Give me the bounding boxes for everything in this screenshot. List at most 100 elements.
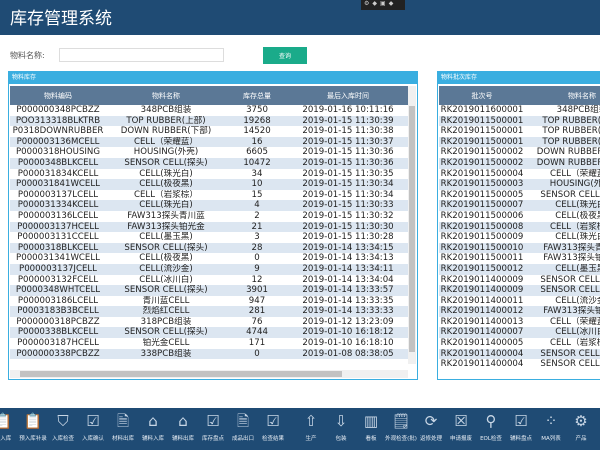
toolbar-button[interactable]: 🗎 材料出库	[108, 408, 138, 450]
toolbar-button[interactable]: ▥ 看板	[356, 408, 386, 450]
horizontal-scrollbar[interactable]	[10, 370, 408, 378]
table-row[interactable]: P000003136MCELL CELL（荣耀蓝） 16 2019-01-15 11:…	[10, 136, 408, 148]
table-row[interactable]: P0000318BLKCELL SENSOR CELL(探头) 28 2019-01-…	[10, 242, 408, 254]
table-row[interactable]: P000003137HCELL FAW313探头铂光金 21 2019-01-15 1…	[10, 221, 408, 233]
toolbar-button[interactable]: ☑ 入库确认	[78, 408, 108, 450]
table-row[interactable]: P000003136LCELL FAW313探头青川蓝 2 2019-01-15 11…	[10, 211, 408, 222]
table-row[interactable]: RK2019011500006 CELL(极夜黑)	[439, 211, 600, 222]
toolbar-button[interactable]: ⇧ 生产	[296, 408, 326, 450]
toolbar-label: 返修处理	[419, 436, 442, 442]
table-row[interactable]: P0000348BLKCELL SENSOR CELL(探头) 10472 2019-…	[10, 157, 408, 169]
table-row[interactable]: RK2019011500009 CELL(珠光白)	[439, 232, 600, 243]
toolbar-button[interactable]: 🗎 成品出口	[228, 408, 258, 450]
table-row[interactable]: RK2019011400013 CELL（荣耀蓝）	[439, 317, 600, 328]
table-row[interactable]: P000003137JCELL CELL(流沙金) 9 2019-01-14 13:3…	[10, 263, 408, 275]
table-row[interactable]: RK2019011500010FAW313探头青川蓝	[439, 242, 600, 254]
screen-icon[interactable]: ▣	[380, 0, 386, 7]
toolbar-button[interactable]: ⁘ MA列表	[536, 408, 566, 450]
toolbar-button[interactable]: ⇩ 包装	[326, 408, 356, 450]
table-cell: 2019-01-10 16:18:10	[302, 338, 394, 349]
table-cell: 2019-01-15 11:30:34	[302, 189, 394, 200]
table-row[interactable]: RK2019011400012FAW313探头铂光金	[439, 306, 600, 317]
toolbar-button[interactable]: 🗒 外观检查(批)	[385, 408, 417, 450]
table-cell: 9	[226, 263, 288, 275]
table-row[interactable]: RK2019011600001 348PCB组装	[439, 105, 600, 116]
table-cell: 281	[226, 306, 288, 317]
toolbar-button[interactable]: ⚲ EOL检查	[476, 408, 506, 450]
column-header[interactable]: 批次号	[439, 86, 525, 105]
column-header[interactable]: 最后入库时间	[288, 86, 408, 105]
toolbar-button[interactable]: ⌂ 辅料入库	[138, 408, 168, 450]
toolbar-button[interactable]: ⛉ 入库检查	[48, 408, 78, 450]
table-row[interactable]: P000000348PCBZZ 348PCB组装 3750 2019-01-16 10…	[10, 105, 408, 116]
table-row[interactable]: P000003186LCELL 青川蓝CELL 947 2019-01-14 13:3…	[10, 296, 408, 307]
table-cell: 0	[226, 348, 288, 360]
table-cell: RK2019011400007	[439, 327, 525, 339]
scroll-thumb[interactable]	[409, 106, 415, 352]
column-header[interactable]: 库存总量	[226, 86, 288, 105]
column-header[interactable]: 物料名称	[106, 86, 226, 105]
table-row[interactable]: RK2019011400005 CELL（岩浆棕）	[439, 338, 600, 349]
column-header[interactable]: 物料编码	[10, 86, 106, 105]
table-row[interactable]: P0000348WHTCELL SENSOR CELL(探头) 3901 2019-0…	[10, 285, 408, 296]
table-row[interactable]: POO313318BLKTRB TOP RUBBER(上部) 19268 2019-0…	[10, 115, 408, 127]
settings-icon[interactable]: ⚙	[364, 0, 370, 7]
pin-icon[interactable]: ◆	[388, 0, 394, 7]
toolbar-button[interactable]: 📋 预入库	[0, 408, 18, 450]
toolbar-button[interactable]: ⚙ 产品	[566, 408, 596, 450]
table-row[interactable]: RK2019011500011 FAW313探头铂光金	[439, 253, 600, 264]
material-name-input[interactable]	[59, 48, 224, 62]
column-header[interactable]: 物料名称	[525, 86, 600, 105]
toolbar-button[interactable]: ☒ 申请报废	[446, 408, 476, 450]
table-row[interactable]: P000031834KCELL CELL(珠光白) 34 2019-01-15 11:…	[10, 169, 408, 180]
table-row[interactable]: P000003137LCELL CELL（岩浆棕） 15 2019-01-15 11:…	[10, 190, 408, 201]
window-controls[interactable]: ⚙ ◆ ▣ ◆	[361, 0, 405, 10]
table-row[interactable]: RK2019011500004 CELL（荣耀蓝）	[439, 169, 600, 180]
table-row[interactable]: P0000338BLKCELL SENSOR CELL(探头) 4744 2019-0…	[10, 327, 408, 339]
table-row[interactable]: P0318DOWNRUBBER DOWN RUBBER(下部) 14520 2019-…	[10, 126, 408, 137]
toolbar-button[interactable]: ☑ 检查结果	[258, 408, 288, 450]
table-row[interactable]: P000000318PCBZZ 318PCB组装 76 2019-01-12 13:2…	[10, 317, 408, 328]
toolbar-button[interactable]: ☑ 库存盘点	[198, 408, 228, 450]
table-row[interactable]: P000031334KCELL CELL(珠光白) 4 2019-01-15 11:3…	[10, 200, 408, 211]
toolbar-button[interactable]: ⌂ 辅料出库	[168, 408, 198, 450]
toolbar-label: 库存盘点	[201, 436, 224, 442]
table-cell: 28	[226, 242, 288, 254]
table-cell: P0003183B3BCELL	[10, 306, 106, 317]
table-row[interactable]: P000003131CCELL CELL(墨玉黑) 3 2019-01-15 11:3…	[10, 232, 408, 243]
toolbar-button[interactable]: ☑ 辅料盘点	[506, 408, 536, 450]
table-row[interactable]: P000003187HCELL 铂光金CELL 171 2019-01-10 16:1…	[10, 338, 408, 349]
scroll-thumb[interactable]	[20, 371, 342, 377]
table-row[interactable]: P000000338PCBZZ 338PCB组装 0 2019-01-08 08:38…	[10, 348, 408, 360]
table-row[interactable]: P0000318HOUSING HOUSING(外壳) 6605 2019-01-15…	[10, 147, 408, 158]
pin-icon[interactable]: ◆	[372, 0, 378, 7]
table-cell: P000031334KCELL	[10, 200, 106, 211]
table-row[interactable]: P000031341WCELL CELL(极夜黑) 0 2019-01-14 13:3…	[10, 253, 408, 264]
table-row[interactable]: P000003132FCELL CELL(冰川白) 12 2019-01-14 13:…	[10, 275, 408, 286]
query-button[interactable]: 查询	[263, 47, 307, 64]
toolbar-button[interactable]: ⟳ 返修处理	[416, 408, 446, 450]
table-row[interactable]: P0003183B3BCELL 烈焰红CELL 281 2019-01-14 13:3…	[10, 306, 408, 317]
table-cell: CELL（岩浆棕）	[550, 338, 600, 349]
toolbar-button[interactable]: 📋 预入库补录	[18, 408, 48, 450]
vertical-scrollbar[interactable]	[408, 86, 416, 364]
table-row[interactable]: RK2019011400011 CELL(流沙金)	[439, 296, 600, 307]
table-row[interactable]: P000031841WCELL CELL(极夜黑) 10 2019-01-15 11:…	[10, 179, 408, 190]
table-cell: CELL(珠光白)	[555, 232, 600, 243]
table-cell: RK2019011500003	[439, 179, 525, 190]
table-row[interactable]: RK2019011500005 SENSOR CELL(探头)	[439, 190, 600, 201]
